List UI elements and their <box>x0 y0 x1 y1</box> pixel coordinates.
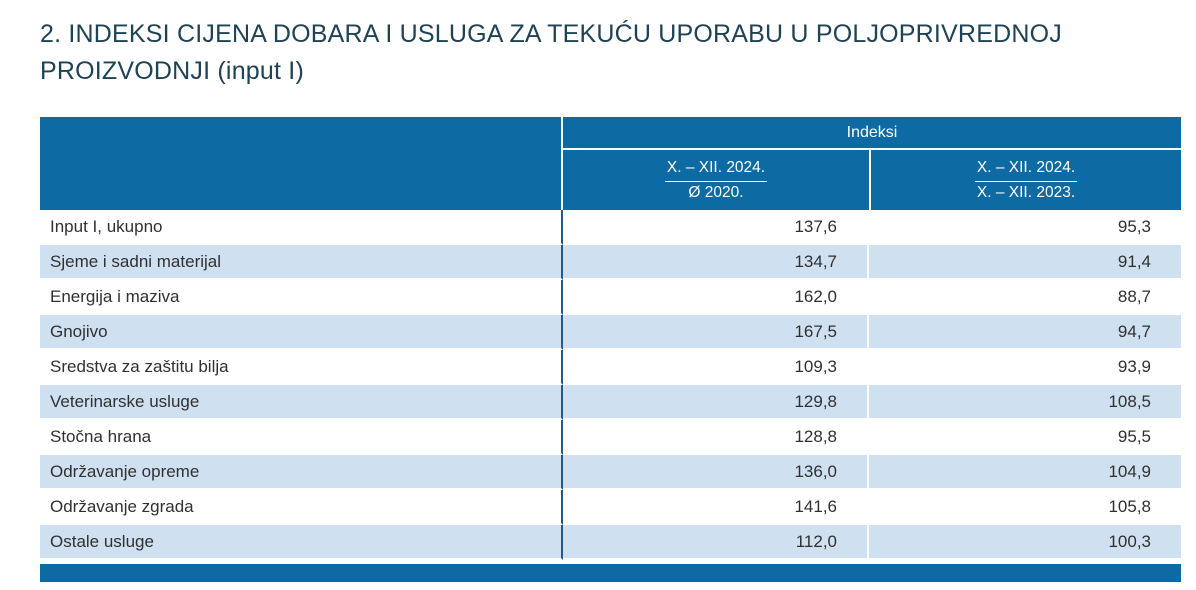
table-row: Sjeme i sadni materijal 134,7 91,4 <box>40 245 1182 280</box>
row-label: Input I, ukupno <box>40 210 563 245</box>
column-header-vs-2020: X. – XII. 2024. Ø 2020. <box>563 150 869 210</box>
table-row: Ostale usluge 112,0 100,3 <box>40 525 1182 560</box>
value-index-yoy: 88,7 <box>869 280 1182 315</box>
value-index-yoy: 94,7 <box>869 315 1182 350</box>
value-index-base2020: 141,6 <box>563 490 869 525</box>
value-index-base2020: 137,6 <box>563 210 869 245</box>
table-row: Održavanje zgrada 141,6 105,8 <box>40 490 1182 525</box>
row-label: Veterinarske usluge <box>40 385 563 420</box>
value-index-yoy: 108,5 <box>869 385 1182 420</box>
column-header-vs-prev-year: X. – XII. 2024. X. – XII. 2023. <box>869 150 1182 210</box>
row-label: Ostale usluge <box>40 525 563 560</box>
column-header-row: X. – XII. 2024. Ø 2020. X. – XII. 2024. … <box>40 150 1182 210</box>
column-header-vs-2020-numerator: X. – XII. 2024. <box>664 157 768 182</box>
value-index-yoy: 91,4 <box>869 245 1182 280</box>
value-index-base2020: 112,0 <box>563 525 869 560</box>
value-index-base2020: 134,7 <box>563 245 869 280</box>
value-index-yoy: 95,5 <box>869 420 1182 455</box>
table-row: Sredstva za zaštitu bilja 109,3 93,9 <box>40 350 1182 385</box>
next-table-header-bar <box>40 564 1181 582</box>
row-label: Energija i maziva <box>40 280 563 315</box>
value-index-yoy: 93,9 <box>869 350 1182 385</box>
row-label: Održavanje opreme <box>40 455 563 490</box>
table-corner-cell <box>40 117 563 210</box>
column-header-vs-prev-year-denominator: X. – XII. 2023. <box>976 183 1076 201</box>
column-header-vs-prev-year-numerator: X. – XII. 2024. <box>974 157 1078 182</box>
value-index-yoy: 105,8 <box>869 490 1182 525</box>
value-index-base2020: 128,8 <box>563 420 869 455</box>
table-row: Energija i maziva 162,0 88,7 <box>40 280 1182 315</box>
table-row: Održavanje opreme 136,0 104,9 <box>40 455 1182 490</box>
row-label: Održavanje zgrada <box>40 490 563 525</box>
row-label: Stočna hrana <box>40 420 563 455</box>
indices-table: Indeksi X. – XII. 2024. Ø 2020. X. – XII… <box>40 117 1182 560</box>
table-row: Veterinarske usluge 129,8 108,5 <box>40 385 1182 420</box>
value-index-yoy: 104,9 <box>869 455 1182 490</box>
value-index-base2020: 167,5 <box>563 315 869 350</box>
page-title: 2. INDEKSI CIJENA DOBARA I USLUGA ZA TEK… <box>40 20 1062 85</box>
row-label: Sjeme i sadni materijal <box>40 245 563 280</box>
row-label: Sredstva za zaštitu bilja <box>40 350 563 385</box>
table-row: Stočna hrana 128,8 95,5 <box>40 420 1182 455</box>
group-header-cell: Indeksi <box>563 117 1182 150</box>
table-row: Gnojivo 167,5 94,7 <box>40 315 1182 350</box>
group-header-row: Indeksi <box>40 117 1182 210</box>
column-header-vs-2020-denominator: Ø 2020. <box>688 183 744 201</box>
value-index-base2020: 129,8 <box>563 385 869 420</box>
value-index-base2020: 109,3 <box>563 350 869 385</box>
value-index-base2020: 136,0 <box>563 455 869 490</box>
table-row: Input I, ukupno 137,6 95,3 <box>40 210 1182 245</box>
value-index-base2020: 162,0 <box>563 280 869 315</box>
value-index-yoy: 100,3 <box>869 525 1182 560</box>
value-index-yoy: 95,3 <box>869 210 1182 245</box>
row-label: Gnojivo <box>40 315 563 350</box>
